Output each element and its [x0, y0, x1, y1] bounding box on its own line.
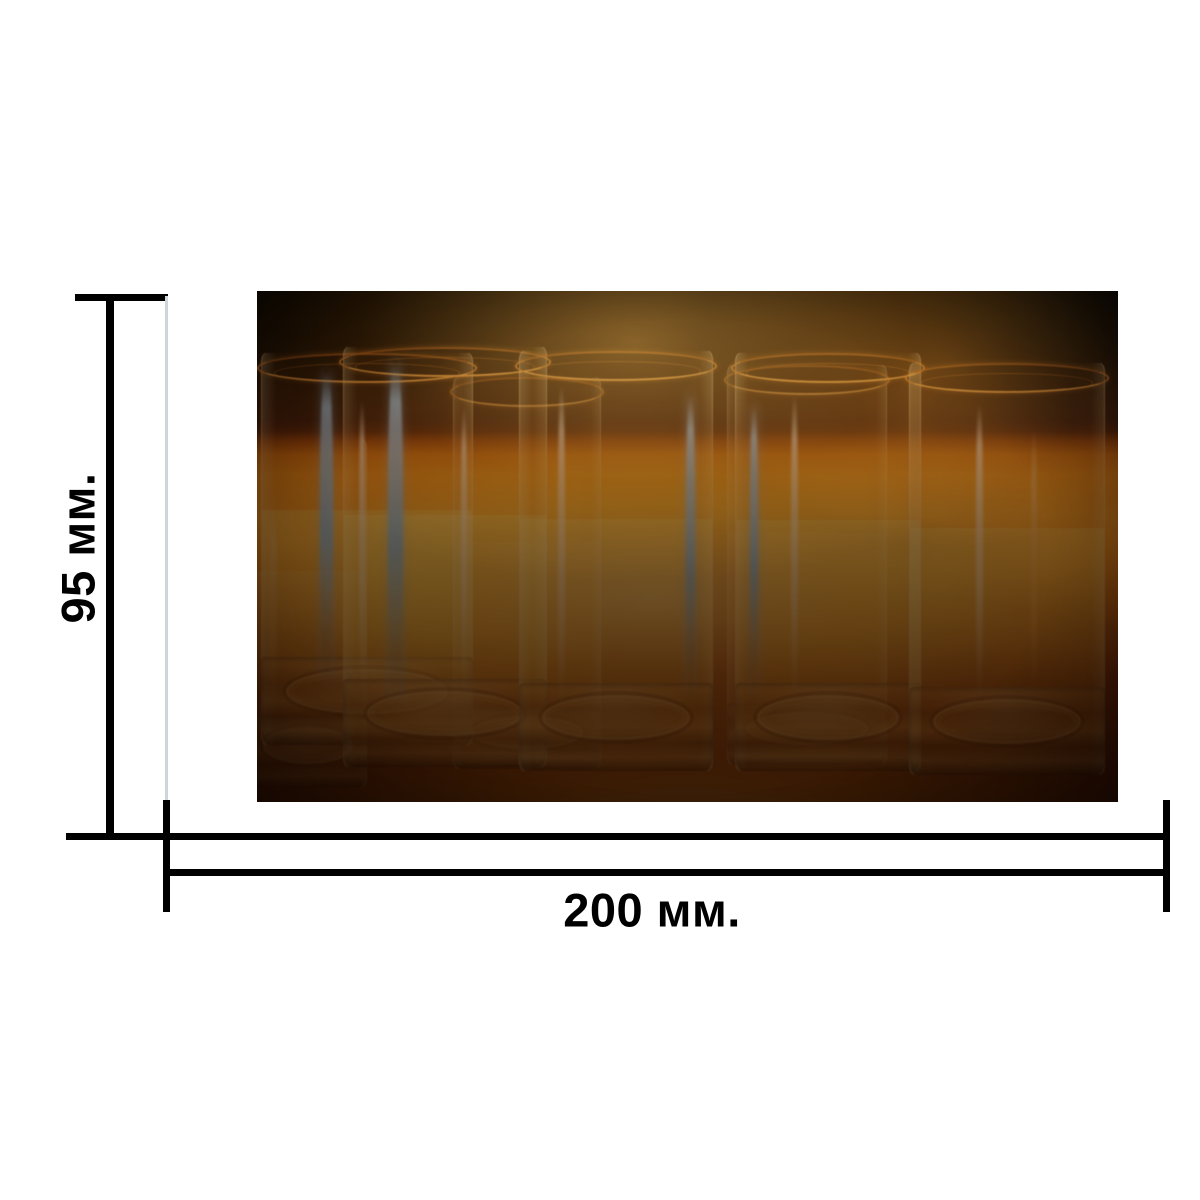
product-photo — [257, 291, 1118, 802]
extension-line-left-lower — [163, 800, 170, 912]
height-dimension-line — [106, 297, 114, 839]
width-dimension-label: 200 мм. — [563, 883, 741, 937]
width-dimension-tick-top — [66, 833, 1166, 840]
extension-line-left-upper — [165, 296, 168, 802]
photo-vignette — [257, 291, 1118, 802]
height-dimension-tick-top — [75, 294, 168, 301]
width-dimension-line — [166, 869, 1170, 876]
height-dimension-label: 95 мм. — [51, 472, 105, 624]
extension-line-right — [1163, 800, 1170, 912]
